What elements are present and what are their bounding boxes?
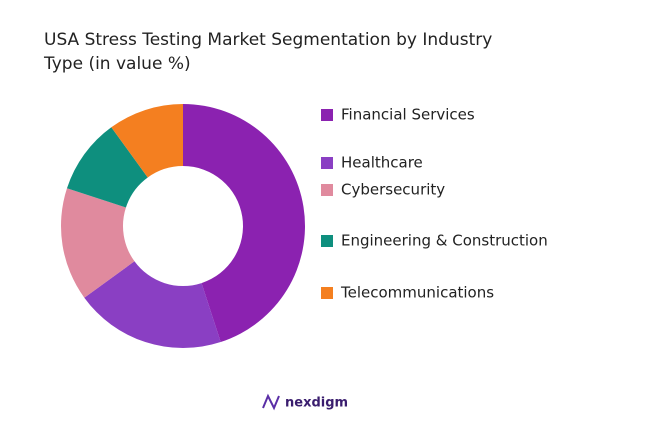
- legend-label: Cybersecurity: [341, 181, 445, 199]
- logo: nexdigm: [262, 393, 348, 411]
- slice: [66, 127, 148, 208]
- chart-title: Type (in value %): [43, 54, 191, 74]
- legend-swatch: [321, 287, 333, 299]
- chart-title: USA Stress Testing Market Segmentation b…: [44, 30, 492, 50]
- slice: [111, 104, 183, 178]
- slice: [61, 188, 135, 298]
- legend-swatch: [321, 184, 333, 196]
- legend-swatch: [321, 157, 333, 169]
- legend-label: Financial Services: [341, 106, 475, 124]
- slice: [183, 104, 305, 343]
- legend-label: Engineering & Construction: [341, 232, 548, 250]
- slice: [84, 261, 221, 348]
- legend-swatch: [321, 235, 333, 247]
- legend-label: Telecommunications: [340, 284, 494, 302]
- legend-swatch: [321, 109, 333, 121]
- legend-label: Healthcare: [341, 154, 423, 172]
- logo-icon: [262, 393, 280, 411]
- logo-text: nexdigm: [285, 396, 348, 411]
